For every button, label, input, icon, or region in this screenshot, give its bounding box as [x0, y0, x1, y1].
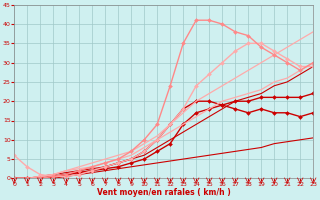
X-axis label: Vent moyen/en rafales ( km/h ): Vent moyen/en rafales ( km/h ): [97, 188, 230, 197]
